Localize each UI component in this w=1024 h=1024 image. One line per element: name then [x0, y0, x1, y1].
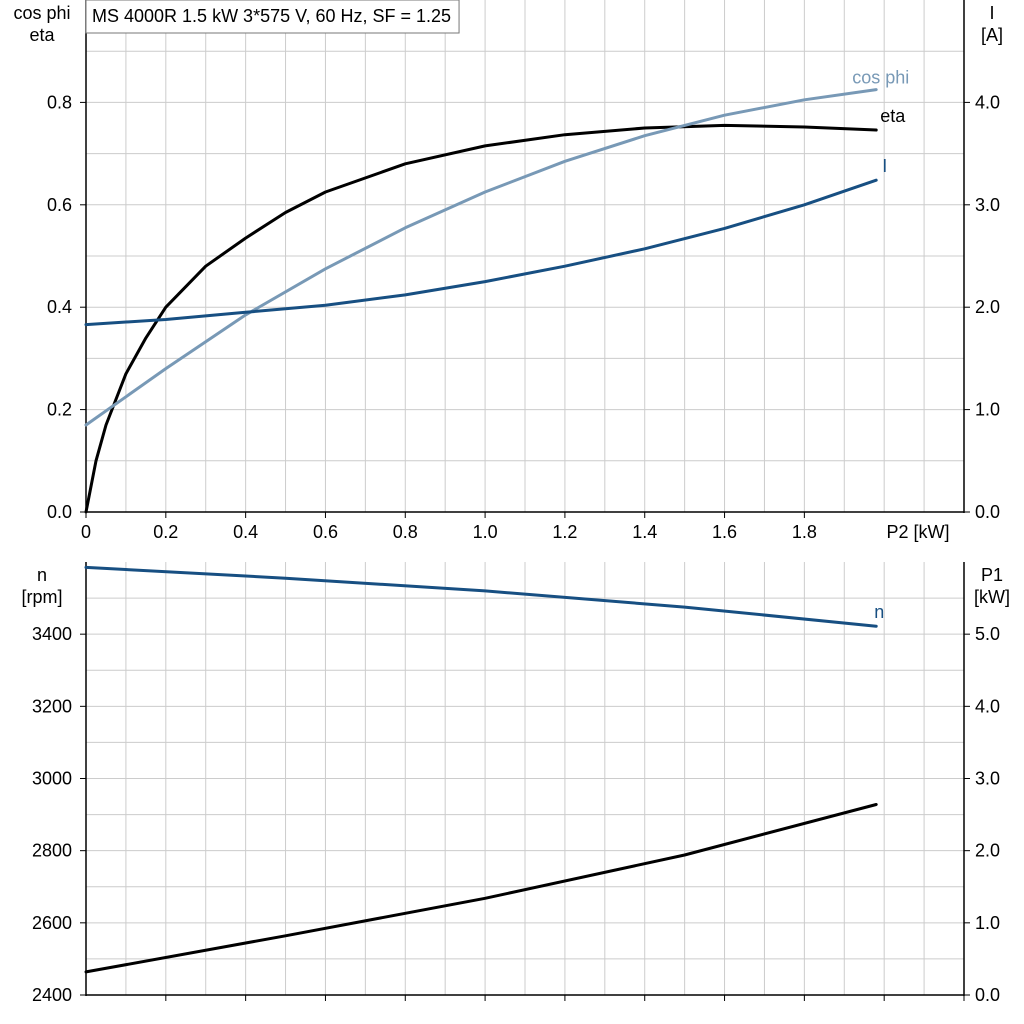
panel2-right-tick-label: 4.0 [975, 696, 1000, 716]
panel2-right-tick-label: 5.0 [975, 624, 1000, 644]
panel1-series-i-label: I [882, 156, 887, 176]
panel1-title: MS 4000R 1.5 kW 3*575 V, 60 Hz, SF = 1.2… [92, 6, 451, 26]
panel2-right-tick-label: 2.0 [975, 841, 1000, 861]
panel1-x-tick-label: 0.6 [313, 522, 338, 542]
panel1-series-i-line [84, 178, 878, 327]
panel1-x-axis-label: P2 [kW] [886, 522, 949, 542]
panel1-right-tick-label: 0.0 [975, 502, 1000, 522]
panel2-left-axis-unit: [rpm] [21, 587, 62, 607]
panel1-right-tick-label: 3.0 [975, 195, 1000, 215]
panel1-series-eta-line [84, 123, 878, 514]
panel1-series-eta-label: eta [880, 106, 906, 126]
panel1-left-tick-label: 0.8 [47, 92, 72, 112]
panel2-right-tick-label: 3.0 [975, 769, 1000, 789]
panel1-x-tick-label: 1.2 [552, 522, 577, 542]
panel1-right-tick-label: 2.0 [975, 297, 1000, 317]
panel1-left-axis-unit: eta [29, 25, 55, 45]
panel1-left-tick-label: 0.6 [47, 195, 72, 215]
panel1-x-tick-label: 0.2 [153, 522, 178, 542]
panel1-x-tick-label: 1.6 [712, 522, 737, 542]
panel1-left-axis-label: cos phi [13, 3, 70, 23]
panel2-right-tick-label: 0.0 [975, 985, 1000, 1005]
panel1-right-axis-unit: [A] [981, 25, 1003, 45]
panel2-series-n-label: n [874, 602, 884, 622]
panel1-right-tick-label: 4.0 [975, 92, 1000, 112]
panel2-left-tick-label: 3200 [32, 696, 72, 716]
panel2-left-tick-label: 2600 [32, 913, 72, 933]
panel1-series-cos-phi-label: cos phi [852, 68, 909, 88]
panel1-right-tick-label: 1.0 [975, 400, 1000, 420]
panel1-left-tick-label: 0.0 [47, 502, 72, 522]
panel1-x-tick-label: 1.8 [792, 522, 817, 542]
panel2-left-tick-label: 3400 [32, 624, 72, 644]
panel2-left-tick-label: 3000 [32, 769, 72, 789]
panel2-right-tick-label: 1.0 [975, 913, 1000, 933]
panel2-right-axis-unit: [kW] [974, 587, 1010, 607]
panel2-series-n-line [84, 565, 878, 628]
panel2-left-tick-label: 2800 [32, 841, 72, 861]
panel2-left-axis-label: n [37, 565, 47, 585]
panel1-x-tick-label: 1.0 [473, 522, 498, 542]
panel2-series-unlabeled-line [84, 803, 878, 974]
panel2-left-tick-label: 2400 [32, 985, 72, 1005]
panel1-title-box [85, 0, 460, 34]
panel1-x-tick-label: 0.4 [233, 522, 258, 542]
panel2-right-axis-label: P1 [981, 565, 1003, 585]
panel1-left-tick-label: 0.4 [47, 297, 72, 317]
panel1-left-tick-label: 0.2 [47, 400, 72, 420]
panel1-right-axis-label: I [989, 3, 994, 23]
panel1-x-tick-label: 0.8 [393, 522, 418, 542]
panel1-series-cos-phi-line [84, 88, 878, 427]
panel1-x-tick-label: 1.4 [632, 522, 657, 542]
panel1-x-tick-label: 0 [81, 522, 91, 542]
